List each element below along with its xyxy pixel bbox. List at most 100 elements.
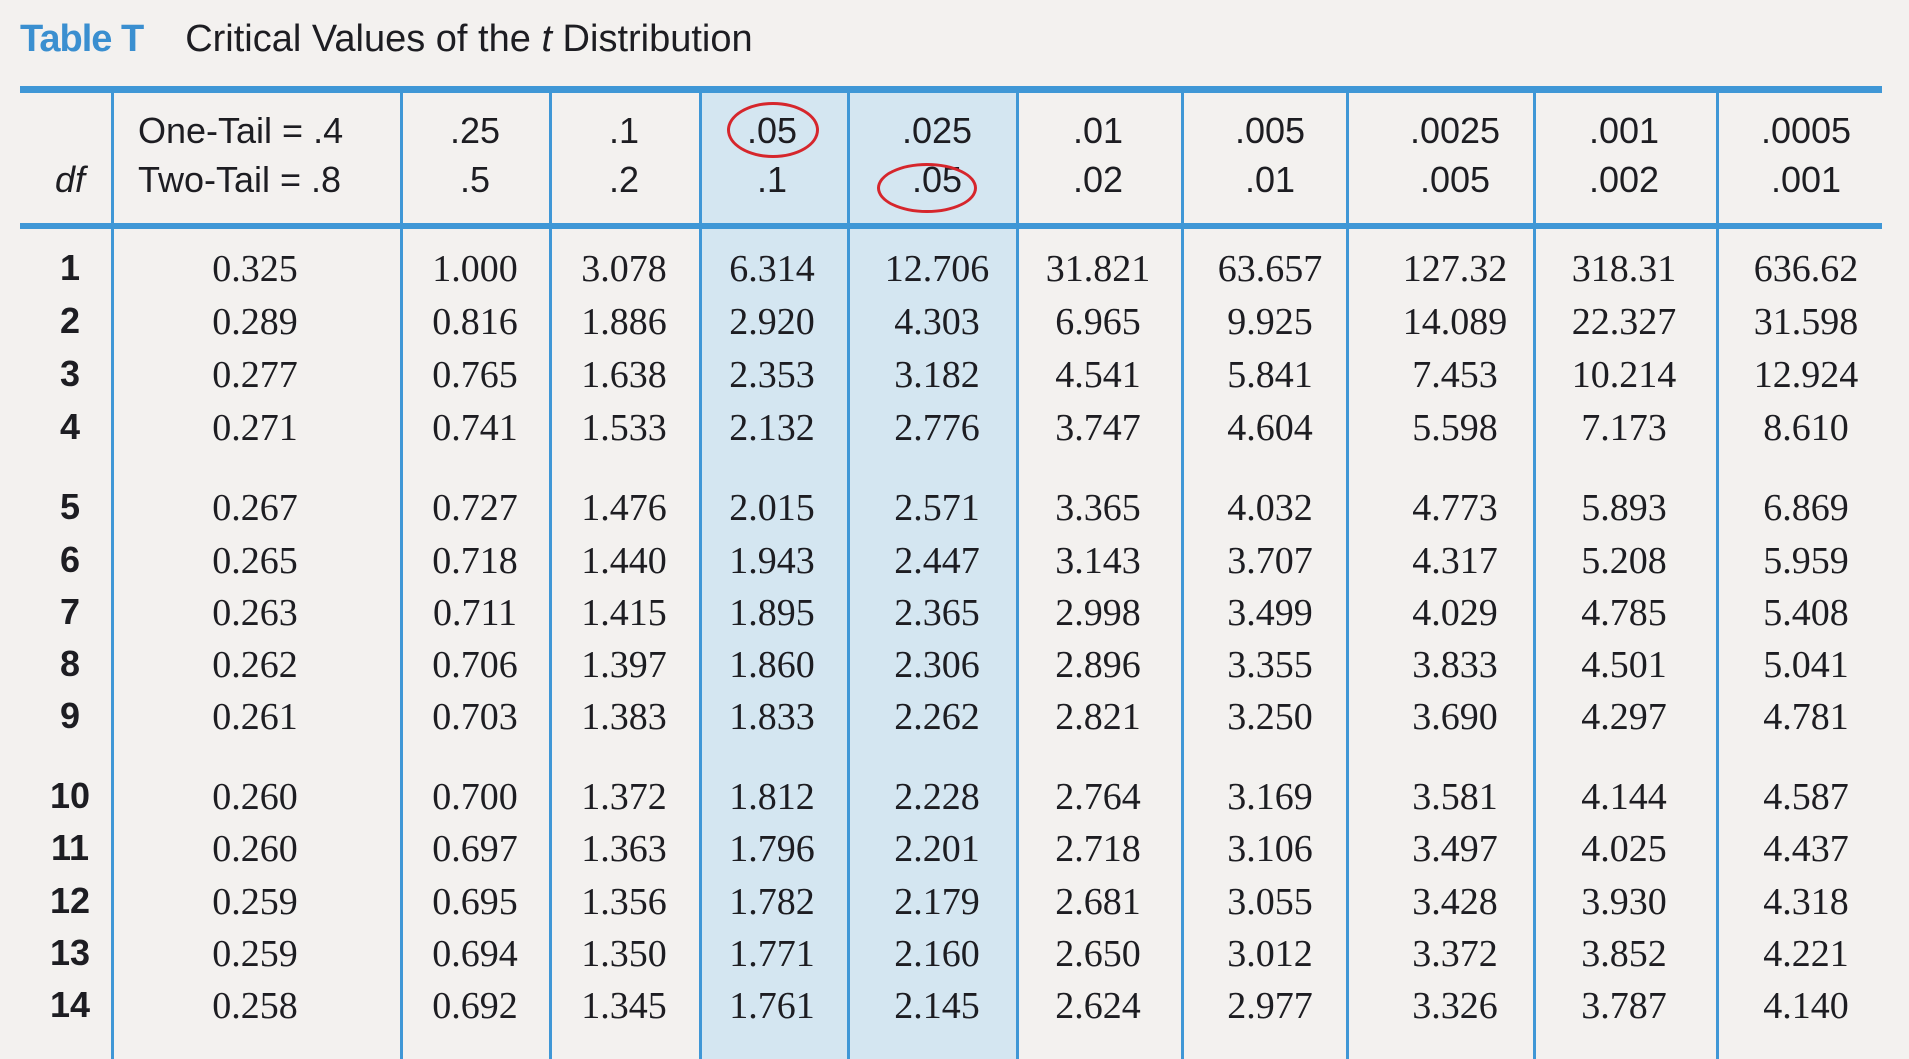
- header-one-tail-alpha: .01: [1072, 110, 1124, 151]
- table-title: Table T Critical Values of the t Distrib…: [20, 18, 753, 78]
- caption-italic-t: t: [541, 18, 552, 60]
- column-divider: [1181, 93, 1184, 1059]
- table-cell: 1.372: [581, 776, 667, 818]
- row-df: 2: [59, 300, 81, 341]
- table-cell: 3.428: [1412, 881, 1498, 923]
- column-divider: [549, 93, 552, 1059]
- table-cell: 10.214: [1571, 354, 1677, 396]
- table-cell: 1.397: [581, 644, 667, 686]
- table-cell: 2.920: [729, 301, 815, 343]
- table-cell: 1.833: [729, 696, 815, 738]
- table-cell: 4.501: [1581, 644, 1667, 686]
- row-df: 5: [59, 486, 81, 527]
- table-cell: 4.587: [1763, 776, 1849, 818]
- table-cell: 2.447: [894, 540, 980, 582]
- row-df: 8: [59, 643, 81, 684]
- table-cell: 0.694: [432, 933, 518, 975]
- table-cell: 0.260: [212, 828, 298, 870]
- table-cell: 2.160: [894, 933, 980, 975]
- table-cell: 3.690: [1412, 696, 1498, 738]
- header-one-tail-alpha: .1: [608, 110, 640, 151]
- caption-post: Distribution: [552, 18, 753, 60]
- highlight-ring-two-tail: [877, 163, 977, 213]
- header-two-tail-alpha: .005: [1419, 159, 1491, 200]
- table-cell: 8.610: [1763, 407, 1849, 449]
- column-divider: [847, 93, 850, 1059]
- table-cell: 12.924: [1753, 354, 1859, 396]
- table-cell: 4.541: [1055, 354, 1141, 396]
- column-divider: [1533, 93, 1536, 1059]
- table-cell: 3.250: [1227, 696, 1313, 738]
- table-cell: 2.306: [894, 644, 980, 686]
- table-cell: 2.353: [729, 354, 815, 396]
- table-cell: 1.356: [581, 881, 667, 923]
- table-cell: 3.182: [894, 354, 980, 396]
- table-cell: 31.598: [1753, 301, 1859, 343]
- table-cell: 2.228: [894, 776, 980, 818]
- column-divider: [1016, 93, 1019, 1059]
- table-cell: 4.297: [1581, 696, 1667, 738]
- table-cell: 9.925: [1227, 301, 1313, 343]
- table-cell: 2.681: [1055, 881, 1141, 923]
- table-cell: 0.816: [432, 301, 518, 343]
- table-cell: 1.782: [729, 881, 815, 923]
- table-cell: 3.787: [1581, 985, 1667, 1027]
- table-cell: 0.263: [212, 592, 298, 634]
- table-cell: 3.930: [1581, 881, 1667, 923]
- row-df: 13: [49, 932, 91, 973]
- table-cell: 0.271: [212, 407, 298, 449]
- table-cell: 1.771: [729, 933, 815, 975]
- header-one-tail-alpha: .025: [901, 110, 973, 151]
- table-cell: 2.365: [894, 592, 980, 634]
- table-cell: 6.869: [1763, 487, 1849, 529]
- row-df: 1: [59, 247, 81, 288]
- table-cell: 3.055: [1227, 881, 1313, 923]
- table-cell: 318.31: [1571, 248, 1677, 290]
- header-two-tail-alpha: .001: [1770, 159, 1842, 200]
- table-cell: 7.173: [1581, 407, 1667, 449]
- table-cell: 1.476: [581, 487, 667, 529]
- table-cell: 2.650: [1055, 933, 1141, 975]
- table-cell: 0.697: [432, 828, 518, 870]
- table-cell: 1.363: [581, 828, 667, 870]
- table-cell: 1.886: [581, 301, 667, 343]
- table-cell: 3.852: [1581, 933, 1667, 975]
- table-cell: 4.604: [1227, 407, 1313, 449]
- table-cell: 0.259: [212, 881, 298, 923]
- table-cell: 3.106: [1227, 828, 1313, 870]
- header-two-tail-alpha: .2: [608, 159, 640, 200]
- table-cell: 0.703: [432, 696, 518, 738]
- header-one-tail-alpha: .0005: [1760, 110, 1852, 151]
- row-df: 4: [59, 406, 81, 447]
- table-cell: 1.796: [729, 828, 815, 870]
- table-cell: 4.785: [1581, 592, 1667, 634]
- table-cell: 4.317: [1412, 540, 1498, 582]
- table-cell: 1.440: [581, 540, 667, 582]
- table-cell: 1.943: [729, 540, 815, 582]
- row-df: 6: [59, 539, 81, 580]
- table-caption: Critical Values of the t Distribution: [185, 18, 752, 61]
- table-cell: 0.260: [212, 776, 298, 818]
- table-cell: 14.089: [1402, 301, 1508, 343]
- table-cell: 63.657: [1217, 248, 1323, 290]
- table-cell: 3.372: [1412, 933, 1498, 975]
- column-divider: [111, 93, 114, 1059]
- table-cell: 5.208: [1581, 540, 1667, 582]
- table-cell: 127.32: [1402, 248, 1508, 290]
- table-cell: 2.764: [1055, 776, 1141, 818]
- table-cell: 2.896: [1055, 644, 1141, 686]
- table-cell: 4.781: [1763, 696, 1849, 738]
- table-cell: 3.012: [1227, 933, 1313, 975]
- table-cell: 2.179: [894, 881, 980, 923]
- table-cell: 0.289: [212, 301, 298, 343]
- table-cell: 2.718: [1055, 828, 1141, 870]
- table-cell: 4.303: [894, 301, 980, 343]
- table-cell: 2.624: [1055, 985, 1141, 1027]
- header-two-tail-label: Two-Tail = .8: [138, 159, 342, 200]
- table-cell: 4.144: [1581, 776, 1667, 818]
- table-cell: 3.833: [1412, 644, 1498, 686]
- row-df: 11: [50, 827, 90, 868]
- table-cell: 5.408: [1763, 592, 1849, 634]
- header-two-tail-alpha: .01: [1244, 159, 1296, 200]
- table-cell: 4.029: [1412, 592, 1498, 634]
